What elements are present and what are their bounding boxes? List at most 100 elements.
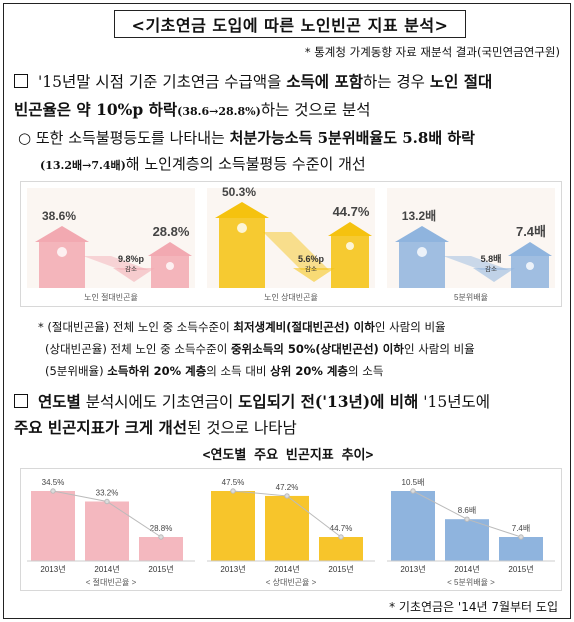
data-label: 44.7% (330, 524, 353, 533)
note-text: (5분위배율) (45, 364, 108, 378)
document-page: <기초연금 도입에 따른 노인빈곤 지표 분석> * 통계청 가계동향 자료 재… (3, 3, 571, 619)
house-window-icon (346, 242, 354, 250)
infographic-panel: 38.6% 28.8% 9.8%p 감소 노인 절대빈곤율 50.3% 44.7% 5.6%p… (20, 181, 562, 307)
chart-caption: < 5분위배율 > (447, 578, 495, 587)
decline-arrow-band (263, 232, 329, 270)
decline-arrow-head (293, 268, 335, 282)
note-bold: 중위소득의 50%(상대빈곤선) 이하 (230, 342, 404, 356)
data-label: 34.5% (42, 478, 65, 487)
house-after-roof (508, 242, 552, 256)
note-text: * (절대빈곤율) 전체 노인 중 소득수준이 (38, 320, 234, 334)
trend-point (464, 516, 470, 522)
chart-subtitle: <연도별 주요 빈곤지표 추이> (202, 448, 374, 463)
checkbox-bullet-icon (14, 74, 28, 88)
note-text: 인 사람의 비율 (403, 342, 475, 356)
p1-small: (38.6→28.8%) (177, 105, 261, 118)
data-label: 33.2% (96, 488, 119, 497)
p1-text: 하는 경우 (362, 73, 430, 91)
note-text: 의 소득 (348, 364, 384, 378)
bar (319, 537, 363, 561)
definition-notes: * (절대빈곤율) 전체 노인 중 소득수준이 최저생계비(절대빈곤선) 이하인… (38, 316, 568, 382)
data-label: 47.5% (222, 478, 245, 487)
house-after-roof (148, 242, 192, 256)
value-after: 44.7% (333, 204, 370, 219)
trend-point (104, 498, 110, 505)
bar (85, 501, 129, 561)
p2-text: ○ 또한 소득불평등도를 나타내는 (18, 129, 230, 147)
p1-text: '15년말 시점 기준 기초연금 수급액을 (38, 73, 287, 91)
p3-bold: 주요 빈곤지표가 크게 개선 (14, 418, 188, 437)
bar (445, 519, 489, 561)
category-label: 2014년 (94, 564, 119, 574)
p1-text: 하는 것으로 분석 (260, 101, 371, 119)
checkbox-bullet-icon (14, 394, 28, 408)
trend-point (50, 488, 56, 494)
trend-point (410, 488, 416, 494)
bar (391, 491, 435, 561)
house-before-roof (215, 202, 269, 218)
house-after-body (511, 254, 549, 288)
category-label: 2013년 (400, 564, 425, 574)
house-after-body (151, 254, 189, 288)
category-label: 2013년 (220, 564, 245, 574)
note-text: (상대빈곤율) 전체 노인 중 소득수준이 (45, 342, 231, 356)
category-label: 2015년 (328, 564, 353, 574)
house-before-roof (395, 226, 449, 242)
decline-sub: 감소 (305, 265, 317, 273)
category-label: 2014년 (454, 564, 479, 574)
bar (31, 491, 75, 561)
category-label: 2013년 (40, 564, 65, 574)
bar (265, 495, 309, 561)
p2-bold: 처분가능소득 5분위배율도 5.8배 하락 (229, 129, 475, 147)
category-label: 2015년 (508, 564, 533, 574)
decline-amount: 5.8배 (481, 253, 502, 264)
house-before-roof (35, 226, 89, 242)
category-label: 2015년 (148, 564, 173, 574)
trend-point (284, 493, 290, 499)
infographic-label: 노인 절대빈곤율 (84, 292, 138, 302)
p2-small: (13.2배→7.4배) (40, 159, 126, 172)
trend-point (338, 534, 344, 540)
p1-bold: 빈곤율은 약 10%p 하락 (14, 100, 178, 119)
p3-bold: 연도별 (38, 392, 81, 411)
p1-bold: 소득에 포함 (286, 72, 363, 91)
p1-bold: 노인 절대 (429, 72, 493, 91)
yearly-chart-svg: 34.5% 2013년 33.2% 2014년 28.8% 2015년 < 절대빈곤율 > 4… (27, 478, 555, 587)
data-label: 10.5배 (402, 478, 425, 487)
house-window-icon (57, 247, 67, 257)
source-note: * 통계청 가계동향 자료 재분석 결과(국민연금연구원) (304, 45, 560, 59)
bar (211, 491, 255, 561)
paragraph-2: ○ 또한 소득불평등도를 나타내는 처분가능소득 5분위배율도 5.8배 하락 … (18, 125, 566, 179)
value-before: 50.3% (222, 185, 256, 199)
yearly-chart-panel: 34.5% 2013년 33.2% 2014년 28.8% 2015년 < 절대빈곤율 > 4… (20, 468, 562, 591)
page-title: <기초연금 도입에 따른 노인빈곤 지표 분석> (114, 10, 466, 38)
trend-point (158, 534, 164, 540)
bar (499, 537, 543, 561)
data-label: 8.6배 (458, 506, 476, 515)
infographic-label: 5분위배율 (454, 293, 488, 302)
house-window-icon (166, 262, 174, 270)
p3-text: '15년도에 (418, 393, 490, 411)
category-label: 2014년 (274, 564, 299, 574)
note-text: 의 소득 대비 (206, 364, 271, 378)
decline-sub: 감소 (125, 265, 137, 273)
paragraph-1: '15년말 시점 기준 기초연금 수급액을 소득에 포함하는 경우 노인 절대 … (14, 68, 566, 125)
decline-arrow-head (113, 268, 155, 282)
data-label: 7.4배 (512, 524, 530, 533)
value-after: 7.4배 (516, 224, 546, 239)
p2-text: 해 노인계층의 소득불평등 수준이 개선 (125, 155, 366, 173)
p3-text: 된 것으로 나타남 (187, 419, 297, 437)
value-after: 28.8% (153, 224, 190, 239)
footnote: * 기초연금은 '14년 7월부터 도입 (389, 600, 558, 614)
value-before: 38.6% (42, 209, 76, 223)
decline-sub: 감소 (485, 265, 497, 273)
decline-arrow-band (443, 256, 509, 270)
decline-arrow-head (473, 268, 515, 282)
note-bold: 상위 20% 계층 (270, 364, 349, 378)
bar (139, 537, 183, 561)
decline-amount: 5.6%p (298, 254, 325, 264)
data-label: 28.8% (150, 524, 173, 533)
value-before: 13.2배 (402, 208, 436, 223)
trend-point (518, 534, 524, 540)
